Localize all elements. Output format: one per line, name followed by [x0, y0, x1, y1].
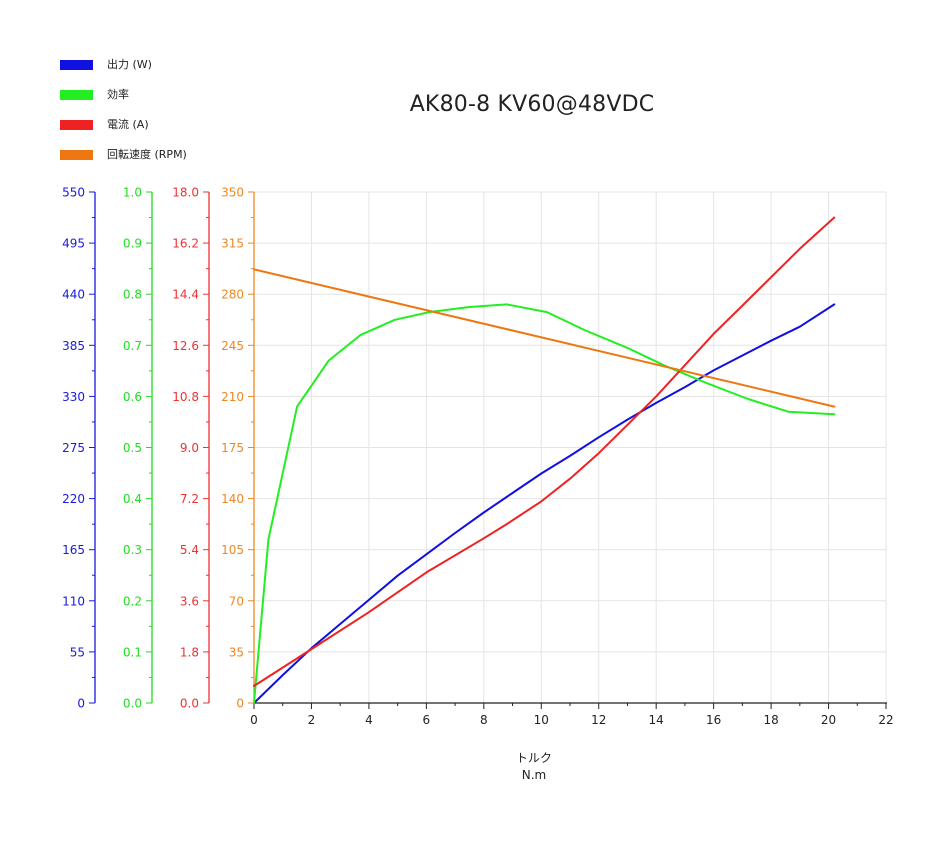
y-tick-label-speed: 140 — [221, 492, 244, 506]
x-axis-label: トルク — [515, 751, 552, 765]
y-tick-label-speed: 280 — [221, 288, 244, 302]
y-tick-label-current: 5.4 — [180, 543, 199, 557]
legend-label-efficiency: 効率 — [107, 88, 129, 101]
x-tick-label: 4 — [365, 713, 373, 727]
y-tick-label-current: 12.6 — [172, 339, 199, 353]
series-lines — [253, 216, 836, 704]
grid — [254, 191, 887, 703]
y-tick-label-power: 0 — [77, 697, 85, 711]
y-tick-label-current: 14.4 — [172, 288, 199, 302]
y-tick-label-current: 9.0 — [180, 441, 199, 455]
chart-title: AK80-8 KV60@48VDC — [409, 92, 655, 117]
y-tick-label-power: 330 — [62, 390, 85, 404]
legend-swatch-current — [60, 120, 93, 130]
legend-label-speed: 回転速度 (RPM) — [107, 148, 187, 161]
y-tick-label-current: 1.8 — [180, 645, 199, 659]
x-tick-label: 12 — [591, 713, 606, 727]
y-tick-label-power: 55 — [70, 645, 85, 659]
x-tick-label: 6 — [423, 713, 431, 727]
y-tick-label-power: 110 — [62, 594, 85, 608]
y-tick-label-speed: 0 — [236, 697, 244, 711]
y-tick-label-efficiency: 0.5 — [123, 441, 142, 455]
y-tick-label-power: 440 — [62, 288, 85, 302]
y-tick-label-efficiency: 0.7 — [123, 339, 142, 353]
y-tick-label-efficiency: 0.4 — [123, 492, 142, 506]
legend-swatch-speed — [60, 150, 93, 160]
y-tick-label-speed: 105 — [221, 543, 244, 557]
x-tick-label: 14 — [649, 713, 664, 727]
series-line-current — [253, 216, 836, 687]
y-tick-label-power: 220 — [62, 492, 85, 506]
y-tick-label-current: 18.0 — [172, 186, 199, 200]
x-tick-label: 22 — [878, 713, 893, 727]
y-tick-label-power: 385 — [62, 339, 85, 353]
x-tick-label: 8 — [480, 713, 488, 727]
y-tick-label-efficiency: 0.0 — [123, 697, 142, 711]
x-tick-label: 10 — [534, 713, 549, 727]
x-tick-label: 20 — [821, 713, 836, 727]
y-tick-label-efficiency: 0.9 — [123, 237, 142, 251]
y-tick-label-speed: 245 — [221, 339, 244, 353]
y-tick-label-efficiency: 0.8 — [123, 288, 142, 302]
series-line-efficiency — [253, 303, 836, 704]
y-tick-label-speed: 175 — [221, 441, 244, 455]
y-tick-label-efficiency: 0.3 — [123, 543, 142, 557]
y-tick-label-speed: 315 — [221, 237, 244, 251]
legend-label-current: 電流 (A) — [107, 118, 149, 131]
legend-swatch-power — [60, 60, 93, 70]
y-tick-label-current: 3.6 — [180, 594, 199, 608]
y-tick-label-efficiency: 0.6 — [123, 390, 142, 404]
x-tick-label: 0 — [250, 713, 258, 727]
axes: 0 2 4 6 8 10 12 14 16 18 20 22055110165220275330385… — [62, 186, 894, 728]
series-line-speed — [253, 268, 836, 408]
y-tick-label-efficiency: 0.1 — [123, 645, 142, 659]
y-tick-label-power: 495 — [62, 237, 85, 251]
y-tick-label-current: 10.8 — [172, 390, 199, 404]
y-tick-label-speed: 70 — [229, 594, 244, 608]
y-tick-label-current: 7.2 — [180, 492, 199, 506]
y-tick-label-current: 16.2 — [172, 237, 199, 251]
y-tick-label-efficiency: 0.2 — [123, 594, 142, 608]
legend-swatch-efficiency — [60, 90, 93, 100]
y-tick-label-speed: 210 — [221, 390, 244, 404]
x-tick-label: 16 — [706, 713, 721, 727]
y-tick-label-speed: 35 — [229, 645, 244, 659]
y-tick-label-power: 550 — [62, 186, 85, 200]
y-tick-label-power: 165 — [62, 543, 85, 557]
y-tick-label-speed: 350 — [221, 186, 244, 200]
series-line-power — [253, 303, 836, 704]
x-tick-label: 2 — [308, 713, 316, 727]
y-tick-label-current: 0.0 — [180, 697, 199, 711]
y-tick-label-power: 275 — [62, 441, 85, 455]
x-axis-unit: N.m — [521, 768, 547, 782]
x-tick-label: 18 — [763, 713, 778, 727]
legend-label-power: 出力 (W) — [107, 58, 152, 71]
y-tick-label-efficiency: 1.0 — [123, 186, 142, 200]
